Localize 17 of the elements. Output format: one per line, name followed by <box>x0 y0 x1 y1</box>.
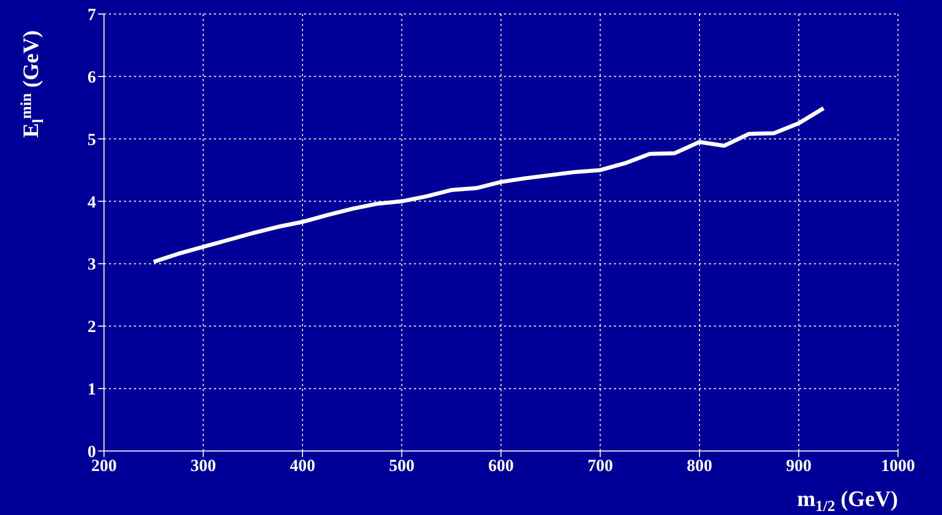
x-tick-label: 500 <box>389 456 414 476</box>
x-tick-label: 800 <box>686 456 712 476</box>
y-tick-label: 4 <box>88 192 96 212</box>
x-tick-label: 600 <box>488 456 514 476</box>
x-axis-title: m$_{1/2}$ (GeV) <box>797 486 898 514</box>
x-tick-label: 700 <box>588 456 613 476</box>
x-tick-label: 1000 <box>881 456 915 476</box>
x-tick-label: 300 <box>190 456 216 476</box>
y-tick-label: 2 <box>88 317 96 336</box>
y-tick-label: 3 <box>88 254 96 274</box>
y-tick-label: 7 <box>88 5 96 24</box>
x-tick-label: 200 <box>91 456 117 476</box>
y-tick-label: 1 <box>88 380 96 399</box>
x-tick-label: 900 <box>786 456 812 476</box>
y-tick-label: 6 <box>88 67 96 86</box>
y-tick-label: 5 <box>88 130 96 149</box>
x-tick-label: 400 <box>290 456 316 476</box>
